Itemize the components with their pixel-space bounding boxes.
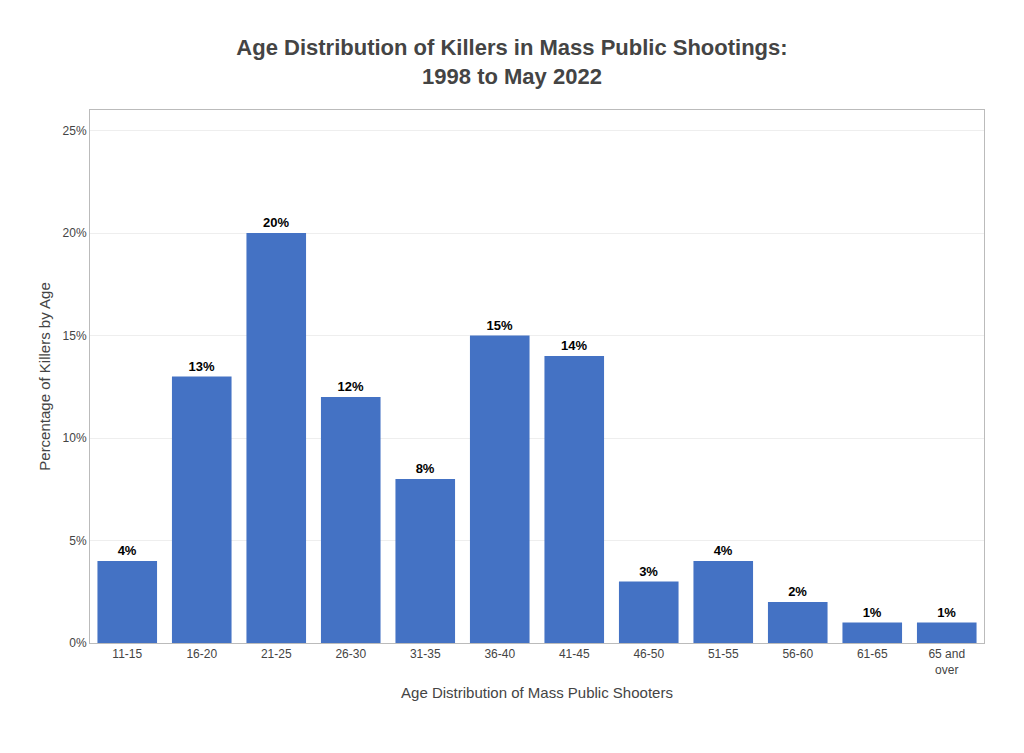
svg-text:51-55: 51-55	[708, 647, 739, 661]
svg-text:10%: 10%	[63, 431, 87, 445]
svg-text:56-60: 56-60	[782, 647, 813, 661]
svg-text:14%: 14%	[561, 338, 587, 353]
svg-text:31-35: 31-35	[410, 647, 441, 661]
svg-text:25%: 25%	[63, 124, 87, 138]
svg-text:16-20: 16-20	[186, 647, 217, 661]
svg-text:Age Distribution of Mass Publi: Age Distribution of Mass Public Shooters	[401, 684, 673, 701]
svg-text:46-50: 46-50	[633, 647, 664, 661]
svg-text:2%: 2%	[788, 584, 807, 599]
svg-text:4%: 4%	[714, 543, 733, 558]
svg-text:65 andover: 65 andover	[928, 647, 965, 677]
svg-text:61-65: 61-65	[857, 647, 888, 661]
svg-text:12%: 12%	[338, 379, 364, 394]
svg-text:Percentage of Killers by Age: Percentage of Killers by Age	[36, 282, 53, 470]
svg-text:15%: 15%	[487, 318, 513, 333]
svg-text:41-45: 41-45	[559, 647, 590, 661]
svg-text:36-40: 36-40	[484, 647, 515, 661]
svg-text:5%: 5%	[69, 534, 87, 548]
svg-text:3%: 3%	[639, 564, 658, 579]
svg-text:20%: 20%	[63, 226, 87, 240]
svg-text:1%: 1%	[937, 605, 956, 620]
svg-text:4%: 4%	[118, 543, 137, 558]
svg-text:Age Distribution of Killers in: Age Distribution of Killers in Mass Publ…	[236, 35, 787, 89]
svg-text:26-30: 26-30	[335, 647, 366, 661]
svg-text:20%: 20%	[263, 215, 289, 230]
svg-text:8%: 8%	[416, 461, 435, 476]
svg-text:13%: 13%	[189, 359, 215, 374]
svg-text:0%: 0%	[69, 636, 87, 650]
svg-text:15%: 15%	[63, 329, 87, 343]
svg-text:21-25: 21-25	[261, 647, 292, 661]
svg-text:11-15: 11-15	[112, 647, 142, 661]
svg-text:1%: 1%	[863, 605, 882, 620]
